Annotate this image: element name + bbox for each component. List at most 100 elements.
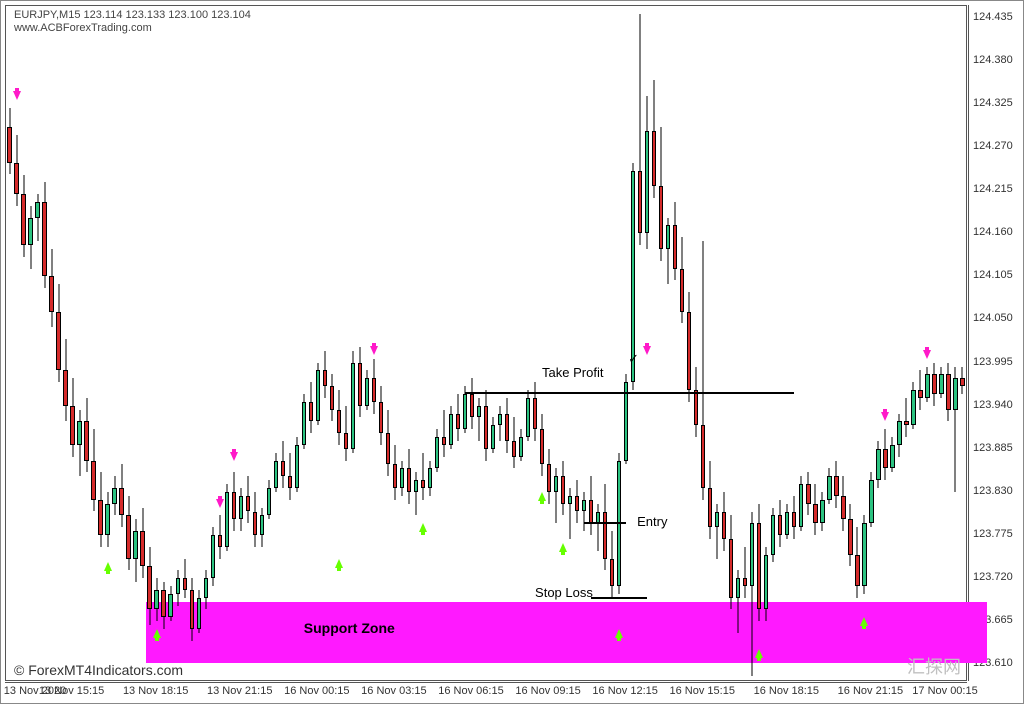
candle bbox=[953, 6, 957, 680]
y-tick-label: 124.105 bbox=[973, 269, 1013, 281]
candle bbox=[764, 6, 768, 680]
candle bbox=[253, 6, 257, 680]
candle bbox=[323, 6, 327, 680]
candle bbox=[463, 6, 467, 680]
candle bbox=[330, 6, 334, 680]
candle bbox=[56, 6, 60, 680]
candle bbox=[659, 6, 663, 680]
candle bbox=[190, 6, 194, 680]
x-tick-label: 16 Nov 12:15 bbox=[592, 685, 657, 697]
candle bbox=[876, 6, 880, 680]
candle bbox=[785, 6, 789, 680]
candle bbox=[183, 6, 187, 680]
candle bbox=[554, 6, 558, 680]
candle bbox=[589, 6, 593, 680]
candle bbox=[897, 6, 901, 680]
candle bbox=[771, 6, 775, 680]
chart-symbol-line: EURJPY,M15 123.114 123.133 123.100 123.1… bbox=[14, 9, 251, 21]
x-tick-label: 16 Nov 15:15 bbox=[670, 685, 735, 697]
x-tick-label: 13 Nov 15:15 bbox=[39, 685, 104, 697]
candle bbox=[232, 6, 236, 680]
candle bbox=[673, 6, 677, 680]
candle bbox=[225, 6, 229, 680]
candle bbox=[484, 6, 488, 680]
candle bbox=[21, 6, 25, 680]
watermark-text: 汇探网 bbox=[907, 653, 961, 679]
copyright-text: © ForexMT4Indicators.com bbox=[14, 662, 183, 678]
candle bbox=[49, 6, 53, 680]
x-tick-label: 16 Nov 21:15 bbox=[838, 685, 903, 697]
candle bbox=[288, 6, 292, 680]
candle bbox=[337, 6, 341, 680]
candle bbox=[126, 6, 130, 680]
candle bbox=[596, 6, 600, 680]
arrow-up-icon bbox=[153, 629, 161, 638]
candle bbox=[456, 6, 460, 680]
candle bbox=[98, 6, 102, 680]
candle bbox=[267, 6, 271, 680]
x-tick-label: 16 Nov 03:15 bbox=[361, 685, 426, 697]
candle bbox=[561, 6, 565, 680]
candle bbox=[119, 6, 123, 680]
candle bbox=[575, 6, 579, 680]
candle bbox=[799, 6, 803, 680]
candle bbox=[147, 6, 151, 680]
candle bbox=[77, 6, 81, 680]
arrow-down-icon bbox=[881, 412, 889, 421]
candle bbox=[834, 6, 838, 680]
entry-label: Entry bbox=[637, 514, 667, 529]
candle bbox=[820, 6, 824, 680]
candle bbox=[63, 6, 67, 680]
candle bbox=[351, 6, 355, 680]
x-tick-label: 16 Nov 18:15 bbox=[754, 685, 819, 697]
candle bbox=[274, 6, 278, 680]
candle bbox=[176, 6, 180, 680]
y-tick-label: 124.050 bbox=[973, 312, 1013, 324]
candle bbox=[421, 6, 425, 680]
candle bbox=[28, 6, 32, 680]
plot-area[interactable]: Support ZoneTake ProfitEntryStop Loss✓EU… bbox=[5, 5, 967, 681]
candle bbox=[477, 6, 481, 680]
candle bbox=[498, 6, 502, 680]
stop-loss-label: Stop Loss bbox=[535, 585, 593, 600]
arrow-up-icon bbox=[755, 649, 763, 658]
y-tick-label: 123.720 bbox=[973, 571, 1013, 583]
candle bbox=[154, 6, 158, 680]
candle bbox=[168, 6, 172, 680]
y-tick-label: 124.215 bbox=[973, 183, 1013, 195]
candle bbox=[883, 6, 887, 680]
candle bbox=[344, 6, 348, 680]
candle bbox=[414, 6, 418, 680]
candle bbox=[904, 6, 908, 680]
candle bbox=[7, 6, 11, 680]
y-tick-label: 124.270 bbox=[973, 140, 1013, 152]
candle bbox=[42, 6, 46, 680]
candle bbox=[694, 6, 698, 680]
source-url: www.ACBForexTrading.com bbox=[14, 22, 152, 34]
x-tick-label: 17 Nov 00:15 bbox=[912, 685, 977, 697]
candle bbox=[35, 6, 39, 680]
candle bbox=[750, 6, 754, 680]
candle bbox=[393, 6, 397, 680]
candle bbox=[603, 6, 607, 680]
arrow-down-icon bbox=[923, 350, 931, 359]
y-tick-label: 124.380 bbox=[973, 54, 1013, 66]
candle bbox=[295, 6, 299, 680]
candle bbox=[112, 6, 116, 680]
candle bbox=[729, 6, 733, 680]
candle bbox=[218, 6, 222, 680]
candle bbox=[701, 6, 705, 680]
y-tick-label: 123.830 bbox=[973, 485, 1013, 497]
candle bbox=[197, 6, 201, 680]
candle bbox=[526, 6, 530, 680]
candle bbox=[778, 6, 782, 680]
stop-loss-line bbox=[591, 597, 647, 599]
candle bbox=[246, 6, 250, 680]
candle bbox=[533, 6, 537, 680]
x-tick-label: 13 Nov 21:15 bbox=[207, 685, 272, 697]
candle bbox=[281, 6, 285, 680]
candle bbox=[512, 6, 516, 680]
candle bbox=[638, 6, 642, 680]
candle bbox=[939, 6, 943, 680]
candle bbox=[302, 6, 306, 680]
